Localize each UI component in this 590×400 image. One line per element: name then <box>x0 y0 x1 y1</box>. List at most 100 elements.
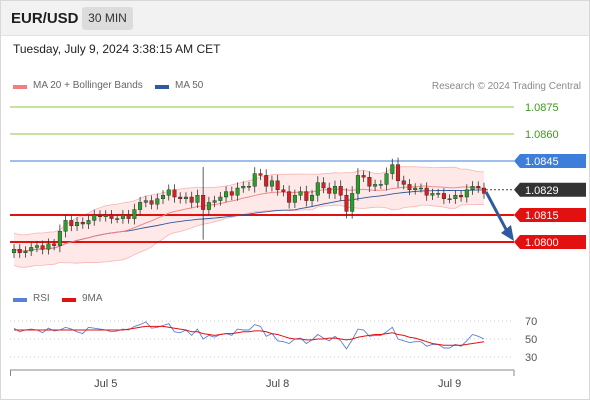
legend-ma50-label: MA 50 <box>175 80 204 91</box>
level-label-box <box>514 208 586 222</box>
level-label-1-0800: 1.0800 <box>525 237 559 249</box>
candle-body <box>332 185 337 194</box>
candle-body <box>189 196 194 203</box>
rsi-tick-70: 70 <box>525 316 537 328</box>
candle-body <box>287 191 292 203</box>
candle-body <box>34 245 39 248</box>
symbol-title: EUR/USD <box>11 10 79 27</box>
candle-body <box>75 221 80 226</box>
level-label-box <box>514 235 586 249</box>
candle-body <box>304 191 309 201</box>
header-bar: EUR/USD 30 MIN <box>0 0 590 36</box>
level-label-1-0815: 1.0815 <box>525 210 559 222</box>
candle-body <box>310 194 315 201</box>
ma20-line <box>13 185 485 252</box>
candle-body <box>235 187 240 196</box>
candle-body <box>361 175 366 178</box>
candle-body <box>120 214 125 219</box>
candle-body <box>355 175 360 194</box>
candle-body <box>430 193 435 196</box>
legend-ma20: MA 20 + Bollinger Bands <box>13 80 143 91</box>
ma50-swatch <box>155 85 169 89</box>
legend-9ma-label: 9MA <box>82 293 103 304</box>
candle-body <box>69 220 74 226</box>
candle-body <box>459 194 464 198</box>
candle-body <box>149 200 154 205</box>
forecast-arrow-shaft <box>484 191 510 234</box>
level-labels: 1.0875 1.0860 1.0845 1.0829 1.0815 1.0800 <box>514 102 586 249</box>
candle-body <box>275 180 280 191</box>
forecast-arrow-head <box>501 225 514 241</box>
candle-body <box>212 200 217 203</box>
candle-body <box>57 230 62 246</box>
candle-body <box>321 182 326 189</box>
candle-body <box>241 185 246 189</box>
candle-body <box>292 194 297 203</box>
candle-body <box>206 202 211 210</box>
candle-body <box>407 184 412 190</box>
candle-body <box>11 248 16 253</box>
candle-body <box>258 173 263 176</box>
credit-text: Research © 2024 Trading Central <box>431 81 581 92</box>
candle-body <box>298 191 303 196</box>
candle-body <box>103 214 108 217</box>
candle-body <box>418 187 423 190</box>
bollinger-lower-line <box>13 203 485 268</box>
candle-body <box>327 187 332 194</box>
rsi-swatch <box>13 298 27 302</box>
candle-body <box>470 185 475 190</box>
candle-body <box>201 194 206 210</box>
candle-body <box>218 196 223 201</box>
rsi-ma-swatch <box>62 298 76 302</box>
candle-body <box>126 214 131 219</box>
candle-body <box>80 221 85 225</box>
candle-body <box>132 209 137 219</box>
rsi-tick-50: 50 <box>525 334 537 346</box>
candle-body <box>350 193 355 212</box>
candle-body <box>482 187 487 194</box>
candle-body <box>92 214 97 221</box>
candle-body <box>390 164 395 174</box>
bollinger-upper-line <box>13 166 485 236</box>
candle-body <box>476 185 481 189</box>
candle-body <box>424 187 429 196</box>
timeframe-badge[interactable]: 30 MIN <box>82 7 133 30</box>
candle-body <box>401 180 406 185</box>
candle-body <box>166 189 171 196</box>
legend-ma20-label: MA 20 + Bollinger Bands <box>33 80 143 91</box>
candle-body <box>40 245 45 250</box>
candle-body <box>178 196 183 199</box>
candle-body <box>441 193 446 199</box>
time-tick-jul-5: Jul 5 <box>94 378 117 390</box>
legend-rsi-label: RSI <box>33 293 50 304</box>
legend-ma50: MA 50 <box>155 80 203 91</box>
candle-body <box>264 175 269 187</box>
candle-body <box>447 198 452 201</box>
candle-body <box>436 193 441 195</box>
ma20-swatch <box>13 85 27 89</box>
candle-body <box>252 173 257 187</box>
candles <box>11 157 487 258</box>
candle-body <box>373 184 378 187</box>
candle-body <box>315 182 320 196</box>
candle-body <box>453 194 458 199</box>
legend-rsi: RSI <box>13 293 50 304</box>
candle-body <box>109 214 114 219</box>
candle-body <box>29 247 34 252</box>
time-axis: Jul 5 Jul 8 Jul 9 <box>10 369 515 390</box>
candle-body <box>229 191 234 196</box>
level-label-1-0875: 1.0875 <box>525 102 559 114</box>
candle-body <box>23 250 28 253</box>
candle-body <box>52 243 57 246</box>
candle-body <box>97 214 102 217</box>
moving-averages <box>13 185 485 252</box>
candle-body <box>143 200 148 203</box>
candle-body <box>138 202 143 210</box>
candle-body <box>338 185 343 196</box>
candle-body <box>17 248 22 253</box>
rsi-ma-line <box>14 325 485 346</box>
rsi-tick-30: 30 <box>525 352 537 364</box>
candle-body <box>63 220 68 232</box>
level-label-box <box>514 154 586 168</box>
